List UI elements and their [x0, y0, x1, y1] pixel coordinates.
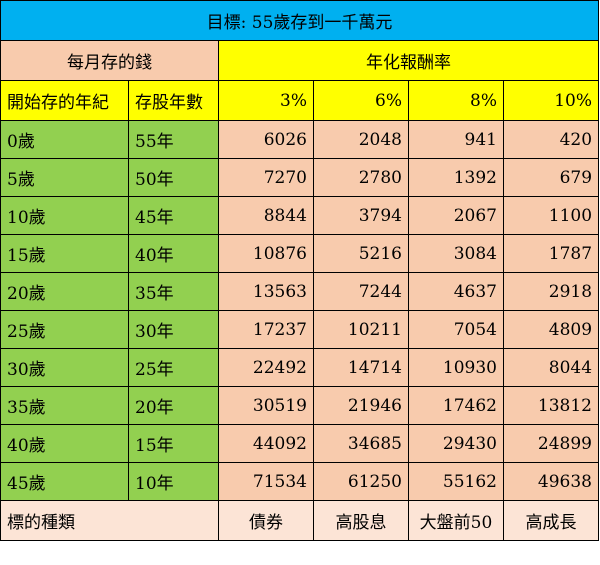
- start-age-header: 開始存的年紀: [0, 80, 129, 121]
- monthly-amount-cell: 2067: [408, 196, 504, 235]
- annual-return-header: 年化報酬率: [217, 40, 600, 81]
- years-cell: 35年: [128, 272, 219, 311]
- monthly-amount-cell: 1787: [502, 234, 600, 273]
- monthly-amount-cell: 4637: [408, 272, 504, 311]
- start-age-cell: 45歲: [0, 462, 129, 501]
- monthly-amount-cell: 22492: [218, 348, 314, 387]
- monthly-amount-cell: 3794: [313, 196, 409, 235]
- table-row: 15歲 40年 10876 5216 3084 1787: [0, 234, 600, 273]
- monthly-amount-cell: 30519: [218, 386, 314, 425]
- monthly-savings-header: 每月存的錢: [0, 40, 219, 81]
- table-row: 5歲 50年 7270 2780 1392 679: [0, 158, 600, 197]
- years-cell: 40年: [128, 234, 219, 273]
- start-age-cell: 15歲: [0, 234, 129, 273]
- monthly-amount-cell: 5216: [313, 234, 409, 273]
- data-rows: 0歲 55年 6026 2048 941 420 5歲 50年 7270 2780 1392 679 1…: [0, 120, 600, 501]
- monthly-amount-cell: 7054: [408, 310, 504, 349]
- start-age-cell: 10歲: [0, 196, 129, 235]
- monthly-amount-cell: 24899: [502, 424, 600, 463]
- monthly-amount-cell: 71534: [218, 462, 314, 501]
- monthly-amount-cell: 61250: [313, 462, 409, 501]
- asset-type-growth: 高成長: [502, 500, 600, 541]
- monthly-amount-cell: 2780: [313, 158, 409, 197]
- start-age-cell: 40歲: [0, 424, 129, 463]
- table-row: 0歲 55年 6026 2048 941 420: [0, 120, 600, 159]
- monthly-amount-cell: 49638: [502, 462, 600, 501]
- years-cell: 30年: [128, 310, 219, 349]
- start-age-cell: 30歲: [0, 348, 129, 387]
- years-cell: 25年: [128, 348, 219, 387]
- monthly-amount-cell: 14714: [313, 348, 409, 387]
- monthly-amount-cell: 29430: [408, 424, 504, 463]
- monthly-amount-cell: 1392: [408, 158, 504, 197]
- monthly-amount-cell: 10930: [408, 348, 504, 387]
- savings-table: 目標: 55歲存到一千萬元 每月存的錢 年化報酬率 開始存的年紀 存股年數 3%…: [0, 0, 600, 541]
- monthly-amount-cell: 7270: [218, 158, 314, 197]
- table-row: 20歲 35年 13563 7244 4637 2918: [0, 272, 600, 311]
- rate-header-6: 6%: [313, 80, 409, 121]
- table-row: 10歲 45年 8844 3794 2067 1100: [0, 196, 600, 235]
- monthly-amount-cell: 3084: [408, 234, 504, 273]
- monthly-amount-cell: 17237: [218, 310, 314, 349]
- monthly-amount-cell: 21946: [313, 386, 409, 425]
- table-row: 25歲 30年 17237 10211 7054 4809: [0, 310, 600, 349]
- monthly-amount-cell: 420: [502, 120, 600, 159]
- monthly-amount-cell: 55162: [408, 462, 504, 501]
- years-cell: 15年: [128, 424, 219, 463]
- asset-type-top50: 大盤前50: [408, 500, 504, 541]
- asset-type-bonds: 債券: [218, 500, 314, 541]
- monthly-amount-cell: 2918: [502, 272, 600, 311]
- start-age-cell: 0歲: [0, 120, 129, 159]
- monthly-amount-cell: 941: [408, 120, 504, 159]
- rate-header-3: 3%: [218, 80, 314, 121]
- rate-header-8: 8%: [408, 80, 504, 121]
- table-title: 目標: 55歲存到一千萬元: [0, 0, 600, 41]
- table-row: 45歲 10年 71534 61250 55162 49638: [0, 462, 600, 501]
- start-age-cell: 20歲: [0, 272, 129, 311]
- table-row: 35歲 20年 30519 21946 17462 13812: [0, 386, 600, 425]
- rate-header-10: 10%: [502, 80, 600, 121]
- monthly-amount-cell: 8044: [502, 348, 600, 387]
- monthly-amount-cell: 679: [502, 158, 600, 197]
- monthly-amount-cell: 7244: [313, 272, 409, 311]
- asset-type-label: 標的種類: [0, 500, 219, 541]
- monthly-amount-cell: 4809: [502, 310, 600, 349]
- table-row: 40歲 15年 44092 34685 29430 24899: [0, 424, 600, 463]
- years-cell: 55年: [128, 120, 219, 159]
- monthly-amount-cell: 6026: [218, 120, 314, 159]
- start-age-cell: 35歲: [0, 386, 129, 425]
- monthly-amount-cell: 17462: [408, 386, 504, 425]
- monthly-amount-cell: 10211: [313, 310, 409, 349]
- start-age-cell: 5歲: [0, 158, 129, 197]
- monthly-amount-cell: 10876: [218, 234, 314, 273]
- monthly-amount-cell: 34685: [313, 424, 409, 463]
- years-cell: 10年: [128, 462, 219, 501]
- years-cell: 50年: [128, 158, 219, 197]
- monthly-amount-cell: 44092: [218, 424, 314, 463]
- start-age-cell: 25歲: [0, 310, 129, 349]
- monthly-amount-cell: 13812: [502, 386, 600, 425]
- asset-type-high-dividend: 高股息: [313, 500, 409, 541]
- years-cell: 45年: [128, 196, 219, 235]
- monthly-amount-cell: 2048: [313, 120, 409, 159]
- years-header: 存股年數: [128, 80, 219, 121]
- monthly-amount-cell: 13563: [218, 272, 314, 311]
- monthly-amount-cell: 1100: [502, 196, 600, 235]
- years-cell: 20年: [128, 386, 219, 425]
- monthly-amount-cell: 8844: [218, 196, 314, 235]
- table-row: 30歲 25年 22492 14714 10930 8044: [0, 348, 600, 387]
